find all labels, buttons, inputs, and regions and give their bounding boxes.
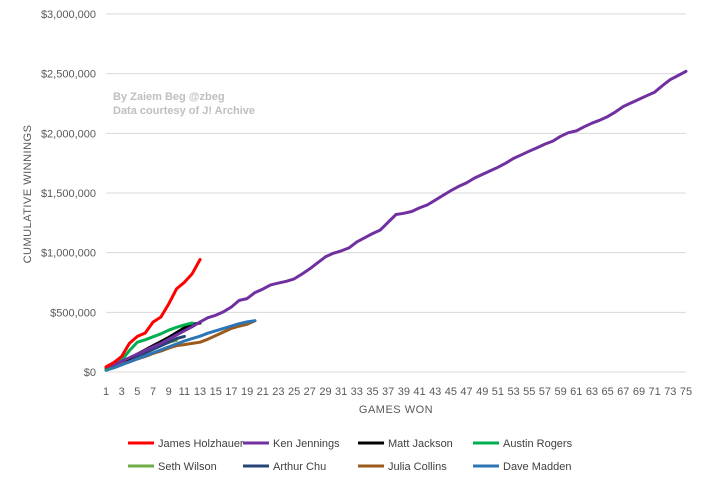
legend-label: Matt Jackson: [388, 438, 453, 450]
x-tick-label: 9: [166, 386, 172, 398]
x-tick-label: 31: [335, 386, 347, 398]
series-lines: [104, 69, 688, 372]
legend-item-james-holzhauer: James Holzhauer: [128, 438, 244, 450]
legend-item-matt-jackson: Matt Jackson: [358, 438, 453, 450]
legend-label: Julia Collins: [388, 461, 447, 473]
y-axis-ticks: $0 $500,000 $1,000,000 $1,500,000 $2,000,000…: [41, 9, 96, 379]
legend-item-ken-jennings: Ken Jennings: [243, 438, 340, 450]
x-tick-label: 43: [429, 386, 441, 398]
y-tick-label: $1,500,000: [41, 188, 96, 200]
series-line-dave-madden: [104, 319, 257, 372]
x-tick-label: 75: [680, 386, 692, 398]
y-tick-label: $500,000: [50, 307, 96, 319]
x-tick-label: 65: [601, 386, 613, 398]
legend-item-julia-collins: Julia Collins: [358, 461, 447, 473]
legend-label: James Holzhauer: [158, 438, 244, 450]
x-tick-label: 27: [304, 386, 316, 398]
x-tick-label: 25: [288, 386, 300, 398]
legend-item-arthur-chu: Arthur Chu: [243, 461, 326, 473]
y-tick-label: $2,000,000: [41, 128, 96, 140]
series-line-ken-jennings: [104, 69, 688, 369]
x-tick-label: 39: [398, 386, 410, 398]
x-tick-label: 49: [476, 386, 488, 398]
x-tick-label: 19: [241, 386, 253, 398]
x-tick-label: 67: [617, 386, 629, 398]
x-tick-label: 63: [586, 386, 598, 398]
credit-source: Data courtesy of J! Archive: [113, 105, 255, 117]
legend-item-austin-rogers: Austin Rogers: [473, 438, 573, 450]
y-axis-title: CUMULATIVE WINNINGS: [22, 125, 34, 264]
gridlines: [106, 13, 686, 313]
x-tick-label: 59: [554, 386, 566, 398]
x-tick-label: 47: [460, 386, 472, 398]
x-axis-title: GAMES WON: [359, 404, 433, 416]
x-tick-label: 73: [664, 386, 676, 398]
x-tick-label: 71: [649, 386, 661, 398]
x-tick-label: 29: [319, 386, 331, 398]
legend-label: Dave Madden: [503, 461, 572, 473]
x-tick-label: 45: [445, 386, 457, 398]
credit-author: By Zaiem Beg @zbeg: [113, 91, 225, 103]
x-tick-label: 37: [382, 386, 394, 398]
legend-label: Seth Wilson: [158, 461, 217, 473]
y-tick-label: $1,000,000: [41, 248, 96, 260]
x-tick-label: 7: [150, 386, 156, 398]
legend-label: Austin Rogers: [503, 438, 573, 450]
series-line-james-holzhauer: [104, 258, 202, 369]
x-tick-label: 35: [366, 386, 378, 398]
x-tick-label: 57: [539, 386, 551, 398]
x-tick-label: 3: [119, 386, 125, 398]
legend-label: Arthur Chu: [273, 461, 326, 473]
x-tick-label: 21: [257, 386, 269, 398]
x-tick-label: 41: [413, 386, 425, 398]
x-tick-label: 69: [633, 386, 645, 398]
x-tick-label: 15: [210, 386, 222, 398]
legend-label: Ken Jennings: [273, 438, 340, 450]
x-tick-label: 33: [351, 386, 363, 398]
x-tick-label: 1: [103, 386, 109, 398]
x-tick-label: 13: [194, 386, 206, 398]
x-tick-label: 61: [570, 386, 582, 398]
x-tick-label: 11: [179, 386, 190, 398]
legend-item-seth-wilson: Seth Wilson: [128, 461, 217, 473]
x-tick-label: 17: [225, 386, 237, 398]
x-tick-label: 51: [492, 386, 504, 398]
x-tick-label: 5: [134, 386, 140, 398]
legend: James Holzhauer Ken Jennings Matt Jackson A…: [128, 438, 573, 473]
legend-item-dave-madden: Dave Madden: [473, 461, 572, 473]
x-tick-label: 55: [523, 386, 535, 398]
x-tick-label: 53: [507, 386, 519, 398]
y-tick-label: $2,500,000: [41, 69, 96, 81]
y-tick-label: $0: [84, 367, 96, 379]
y-tick-label: $3,000,000: [41, 9, 96, 21]
x-axis-ticks: 1 3 5 7 9 11 13 15 17 19 21 23 25 27 29 31 33 35 37 39 41 43 4…: [103, 386, 692, 398]
x-tick-label: 23: [272, 386, 284, 398]
